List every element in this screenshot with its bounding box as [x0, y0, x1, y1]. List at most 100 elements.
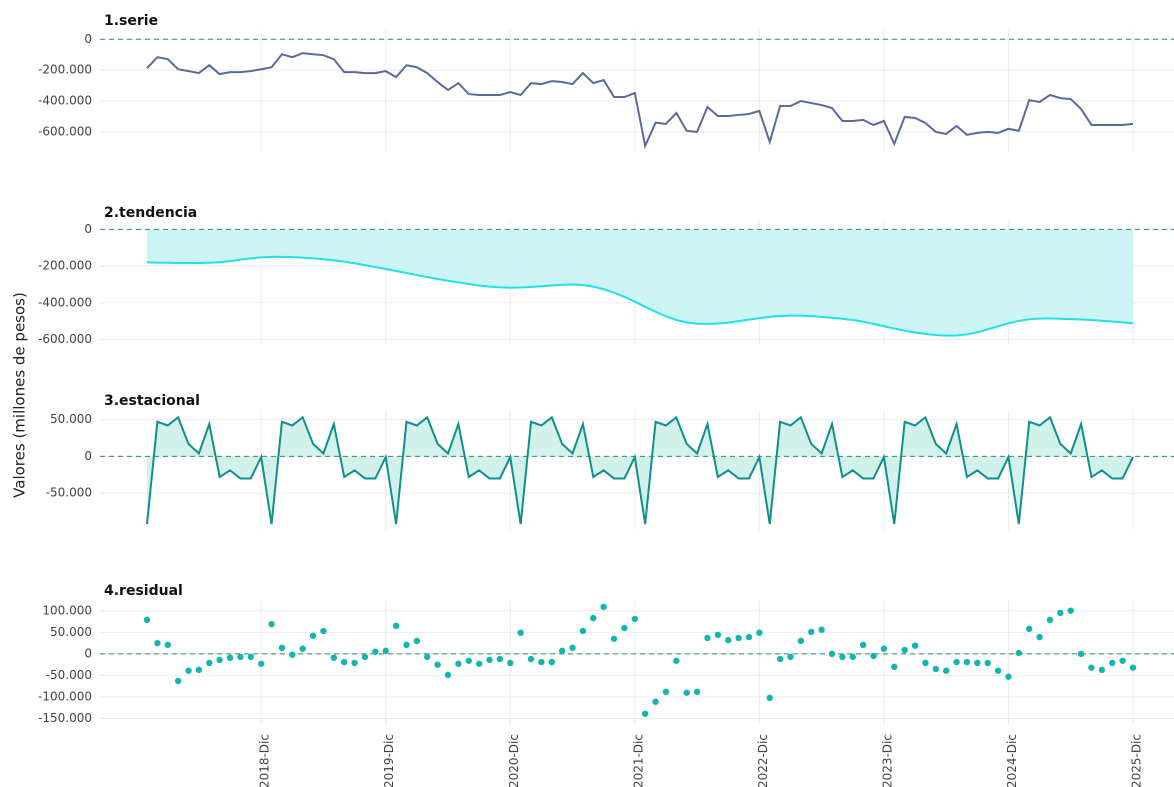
point [486, 656, 493, 664]
point [600, 603, 607, 611]
point [1109, 659, 1116, 667]
point [745, 633, 753, 641]
point [413, 637, 421, 645]
point [216, 656, 223, 664]
point [424, 653, 431, 661]
point [911, 642, 919, 649]
line [146, 52, 1134, 150]
point [341, 658, 348, 666]
point [621, 624, 628, 632]
point [683, 689, 690, 696]
point [403, 641, 410, 649]
point [1036, 633, 1043, 641]
y-tick-label: -200.000 [38, 259, 92, 273]
point [309, 632, 317, 639]
y-tick-label: 50.000 [50, 412, 92, 426]
point [351, 659, 358, 667]
y-axis-label: Valores (millones de pesos) [11, 292, 29, 498]
point [517, 629, 524, 636]
point [434, 661, 441, 668]
point [558, 647, 566, 655]
y-tick-label: 100.000 [42, 603, 92, 617]
point [662, 688, 670, 696]
point [766, 694, 773, 702]
point [174, 677, 182, 685]
y-tick-label: -150.000 [38, 711, 92, 725]
point [475, 660, 483, 667]
point [1098, 666, 1106, 674]
x-tick-label: 2024-Dic [1005, 734, 1019, 787]
point [268, 620, 275, 628]
point [953, 658, 960, 666]
point [735, 634, 742, 642]
panel-title: 3.estacional [104, 393, 200, 409]
x-tick-label: 2021-Dic [631, 734, 645, 787]
point [444, 671, 452, 679]
point [693, 688, 701, 696]
point [808, 628, 815, 636]
point [154, 639, 161, 647]
point [1026, 625, 1033, 633]
y-tick-label: 0 [84, 646, 92, 660]
line [146, 415, 1134, 525]
point [548, 658, 555, 666]
point [206, 659, 213, 667]
point [1088, 664, 1095, 671]
point [870, 652, 877, 660]
x-tick-label: 2022-Dic [756, 734, 770, 787]
y-tick-label: -400.000 [38, 295, 92, 309]
point [818, 626, 825, 633]
y-tick-label: -400.000 [38, 94, 92, 108]
point [828, 650, 836, 658]
y-tick-label: 0 [84, 449, 92, 463]
point [725, 636, 732, 644]
y-tick-label: -100.000 [38, 689, 92, 703]
point [185, 667, 192, 674]
y-tick-label: -50.000 [46, 486, 92, 500]
x-tick-label: 2023-Dic [880, 734, 894, 787]
point [891, 663, 898, 671]
point [714, 631, 722, 639]
point [289, 651, 296, 658]
point [1077, 650, 1085, 658]
point [641, 710, 649, 717]
point [496, 655, 504, 663]
panel-title: 4.residual [104, 583, 183, 599]
point [1067, 607, 1074, 614]
point [382, 647, 389, 655]
y-tick-label: -600.000 [38, 332, 92, 346]
point [1046, 616, 1054, 624]
point [994, 667, 1002, 674]
point [942, 667, 950, 674]
point [974, 659, 981, 667]
point [257, 660, 265, 667]
point [143, 616, 151, 624]
point [527, 655, 535, 663]
point [963, 658, 971, 666]
point [787, 653, 794, 661]
point [579, 627, 587, 635]
y-tick-label: -600.000 [38, 124, 92, 138]
point [1005, 673, 1012, 680]
point [880, 645, 888, 652]
line [146, 255, 1134, 337]
point [465, 657, 472, 664]
y-tick-label: -50.000 [46, 668, 92, 682]
point [704, 634, 711, 642]
point [631, 615, 639, 623]
point [756, 629, 763, 636]
point [237, 653, 244, 661]
point [839, 653, 846, 661]
point [320, 627, 327, 635]
point [984, 659, 991, 667]
x-tick-label: 2025-Dic [1130, 734, 1144, 787]
panel-title: 1.serie [104, 13, 158, 29]
point [673, 657, 680, 664]
point [901, 646, 908, 654]
point [610, 635, 618, 642]
point [195, 666, 203, 674]
point [299, 645, 306, 652]
point [590, 614, 597, 622]
point [372, 648, 379, 655]
y-tick-label: 0 [84, 32, 92, 46]
